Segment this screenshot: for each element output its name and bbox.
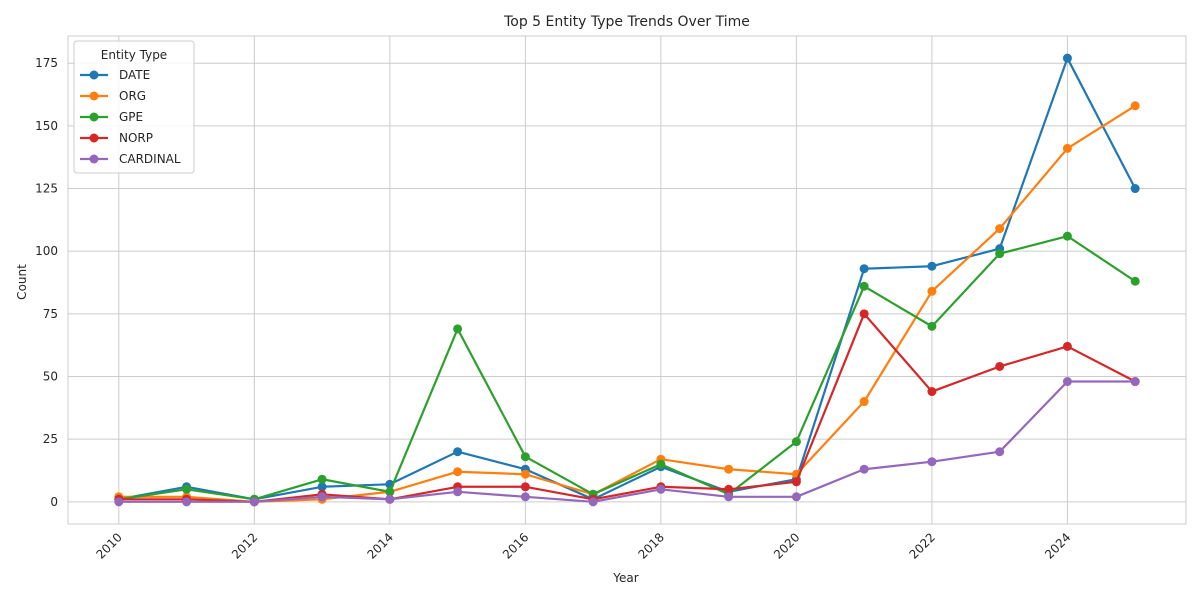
data-point: [927, 286, 937, 296]
data-point: [520, 482, 530, 492]
data-point: [995, 224, 1005, 234]
data-point: [859, 397, 869, 407]
data-point: [453, 467, 463, 477]
y-tick-label: 75: [43, 307, 58, 321]
series-group: [114, 53, 1140, 507]
data-point: [791, 437, 801, 447]
y-axis-label: Count: [15, 264, 29, 300]
legend-items: DATE ORG GPE NORP CARDINAL: [80, 68, 181, 166]
data-point: [453, 324, 463, 334]
series-line: [118, 57, 1137, 501]
data-point: [859, 281, 869, 291]
y-tick-label: 100: [35, 244, 58, 258]
data-point: [114, 497, 124, 507]
data-point: [182, 497, 192, 507]
y-tick-label: 150: [35, 119, 58, 133]
data-point: [995, 361, 1005, 371]
legend-label: CARDINAL: [119, 152, 181, 166]
y-tick-label: 50: [43, 369, 58, 383]
data-point: [995, 447, 1005, 457]
y-tick-label: 25: [43, 432, 58, 446]
data-point: [656, 484, 666, 494]
legend: Entity Type DATE ORG GPE NORP CARDINAL: [73, 40, 195, 174]
data-point: [927, 457, 937, 467]
data-point: [927, 321, 937, 331]
data-point: [859, 264, 869, 274]
series-line: [118, 312, 1136, 503]
y-tick-label: 125: [35, 182, 58, 196]
data-point: [791, 477, 801, 487]
data-point: [1130, 276, 1140, 286]
legend-item-date: DATE: [80, 68, 150, 82]
data-point: [1130, 101, 1140, 111]
plot-frame: [67, 35, 1187, 525]
data-point: [453, 487, 463, 497]
legend-item-norp: NORP: [80, 131, 153, 145]
data-point: [588, 497, 598, 507]
data-point: [791, 492, 801, 502]
data-point: [520, 492, 530, 502]
data-point: [1062, 53, 1072, 63]
legend-marker: [89, 133, 99, 143]
series-line: [118, 235, 1136, 501]
legend-label: NORP: [119, 131, 153, 145]
data-point: [1062, 231, 1072, 241]
data-point: [1062, 341, 1072, 351]
data-point: [859, 464, 869, 474]
data-point: [656, 459, 666, 469]
data-point: [1130, 377, 1140, 387]
data-point: [1062, 143, 1072, 153]
chart-title: Top 5 Entity Type Trends Over Time: [503, 14, 750, 30]
data-point: [724, 492, 734, 502]
y-axis-ticks: 0 25 50 75 100 125 150 175: [35, 56, 58, 509]
data-point: [927, 261, 937, 271]
legend-title: Entity Type: [101, 48, 167, 62]
data-point: [724, 484, 734, 494]
data-point: [453, 447, 463, 457]
data-point: [520, 452, 530, 462]
y-tick-label: 175: [35, 56, 58, 70]
data-point: [520, 469, 530, 479]
data-point: [724, 464, 734, 474]
data-point: [317, 474, 327, 484]
data-point: [859, 309, 869, 319]
data-point: [317, 492, 327, 502]
data-point: [317, 482, 327, 492]
data-point: [1062, 377, 1072, 387]
legend-marker: [89, 70, 99, 80]
series-line: [118, 104, 1136, 503]
data-point: [927, 387, 937, 397]
legend-marker: [89, 91, 99, 101]
series-gpe: [114, 231, 1140, 504]
data-point: [385, 494, 395, 504]
legend-item-org: ORG: [80, 89, 146, 103]
data-point: [1130, 184, 1140, 194]
data-point: [182, 484, 192, 494]
legend-marker: [89, 154, 99, 164]
series-line: [118, 380, 1136, 503]
data-point: [995, 249, 1005, 259]
legend-label: ORG: [119, 89, 146, 103]
legend-marker: [89, 112, 99, 122]
legend-label: GPE: [119, 110, 143, 124]
data-point: [249, 497, 259, 507]
legend-item-cardinal: CARDINAL: [80, 152, 181, 166]
y-tick-label: 0: [50, 495, 58, 509]
legend-label: DATE: [119, 68, 150, 82]
x-axis-label: Year: [612, 571, 638, 585]
series-cardinal: [114, 377, 1140, 507]
legend-item-gpe: GPE: [80, 110, 143, 124]
data-point: [385, 487, 395, 497]
